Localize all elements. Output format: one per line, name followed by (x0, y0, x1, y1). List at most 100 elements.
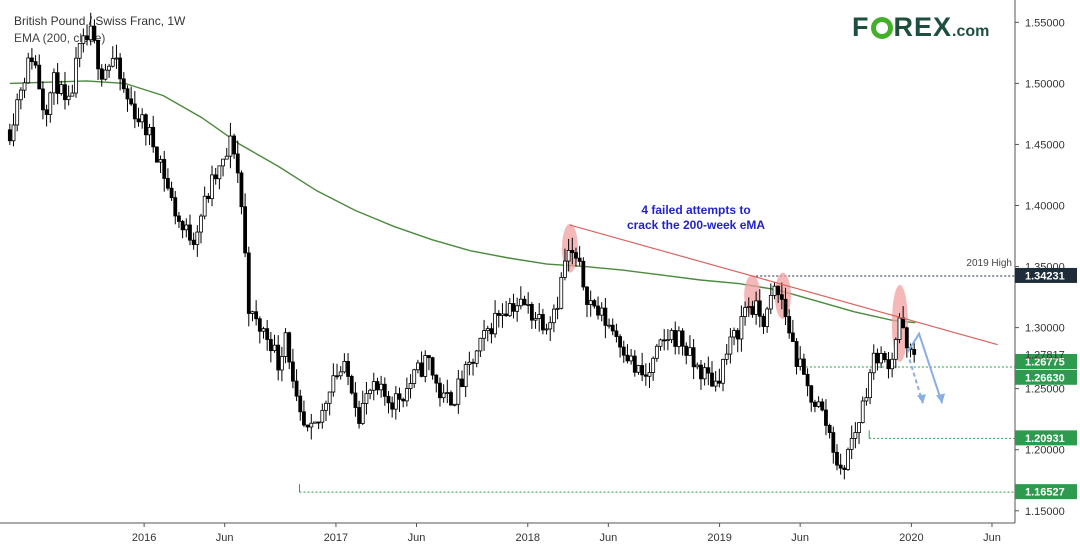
candle-body (162, 159, 167, 179)
candle-body (368, 389, 373, 395)
candle-body (232, 135, 236, 155)
level-badge (1015, 267, 1077, 283)
candle-body (798, 358, 803, 367)
candle-body (96, 39, 100, 70)
level-badge (1015, 484, 1077, 500)
candle-body (548, 322, 553, 330)
candle-body (728, 336, 733, 355)
candle-body (721, 358, 725, 384)
candle-body (107, 65, 111, 71)
x-tick-label: 2016 (132, 532, 156, 544)
candle-body (291, 361, 295, 382)
candle-body (173, 197, 178, 217)
y-tick-label: 1.50000 (1025, 78, 1065, 90)
candle-body (18, 89, 23, 101)
candle-body (757, 300, 762, 317)
candle-body (507, 303, 512, 317)
candle-body (77, 42, 82, 59)
candle-body (566, 249, 571, 262)
candle-body (445, 392, 450, 394)
candle-body (537, 314, 542, 320)
candle-body (864, 397, 869, 402)
candle-body (552, 308, 556, 324)
candle-body (59, 84, 64, 94)
candle-body (88, 25, 93, 41)
logo-text-f: F (852, 12, 870, 42)
candle-body (11, 124, 16, 142)
candle-body (776, 285, 781, 296)
candle-body (213, 174, 218, 180)
candles (7, 12, 917, 480)
candle-body (886, 359, 891, 370)
candle-body (140, 114, 145, 123)
candle-body (268, 339, 273, 352)
candle-body (478, 337, 483, 352)
candle-body (680, 330, 685, 347)
candle-body (427, 355, 431, 359)
x-tick-label: Jun (791, 532, 809, 544)
candle-body (779, 294, 784, 300)
candle-body (607, 324, 611, 327)
candle-body (99, 68, 104, 80)
candle-body (765, 308, 770, 327)
candle-body (482, 330, 486, 339)
candle-body (430, 357, 435, 376)
candle-body (621, 346, 626, 356)
candle-body (415, 362, 420, 371)
candle-body (283, 332, 288, 357)
candle-body (636, 365, 641, 373)
level-badge-label: 1.20931 (1025, 433, 1065, 445)
candle-body (603, 307, 608, 326)
candle-body (166, 178, 170, 189)
candle-body (732, 330, 736, 338)
candle-body (29, 57, 34, 63)
candle-body (515, 305, 520, 312)
candle-body (474, 350, 479, 364)
candle-body (7, 129, 12, 142)
candle-body (662, 339, 667, 342)
candle-body (386, 395, 391, 404)
x-tick-label: 2017 (324, 532, 348, 544)
candle-body (614, 330, 619, 337)
candle-body (688, 347, 692, 356)
projection-dashed-arrow-head (916, 394, 926, 404)
level-note: 2019 High (966, 258, 1012, 269)
candle-body (375, 381, 380, 391)
candle-body (835, 451, 839, 466)
candle-body (592, 300, 597, 307)
candle-body (169, 187, 174, 199)
candle-body (783, 298, 788, 317)
candle-body (500, 313, 505, 316)
candle-body (577, 257, 582, 262)
candle-body (55, 72, 60, 94)
logo-o-icon (870, 17, 893, 39)
candle-body (48, 92, 53, 115)
candle-body (118, 57, 123, 80)
candle-body (412, 369, 417, 384)
candle-body (66, 95, 71, 101)
candle-body (809, 385, 814, 403)
descending-trendline (569, 224, 998, 346)
candle-body (805, 373, 810, 387)
candle-body (640, 365, 645, 376)
candle-body (103, 69, 108, 80)
candle-body (790, 332, 795, 342)
candle-body (92, 25, 97, 41)
candle-body (842, 467, 847, 470)
candle-body (629, 355, 634, 362)
candle-body (434, 374, 439, 384)
level-badge (1015, 353, 1077, 369)
level-badge-label: 1.16527 (1025, 487, 1065, 499)
candle-body (357, 407, 361, 424)
candle-body (243, 206, 248, 254)
candle-body (206, 195, 211, 200)
candle-body (677, 330, 681, 347)
candle-body (827, 425, 832, 434)
y-tick-label: 1.30000 (1025, 323, 1065, 335)
candle-body (496, 312, 501, 316)
candle-body (563, 260, 567, 278)
last-price-label: 1.27817 (1025, 349, 1065, 361)
candle-body (485, 328, 490, 331)
candle-body (261, 328, 266, 332)
candle-body (540, 314, 545, 331)
